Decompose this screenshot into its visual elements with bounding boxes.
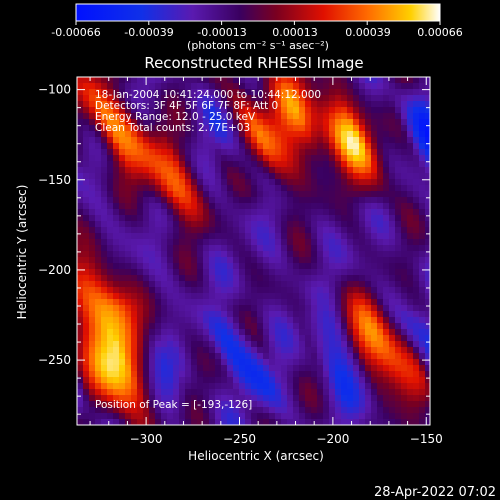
x-axis-label: Heliocentric X (arcsec): [188, 449, 324, 463]
y-tick-label: −150: [38, 173, 71, 187]
peak-position-label: Position of Peak = [-193,-126]: [95, 399, 252, 411]
colorbar-tick-label: 0.00013: [272, 26, 318, 39]
colorbar-ticks: [75, 21, 441, 25]
x-tick-label: −300: [130, 432, 163, 446]
colorbar: [75, 3, 441, 22]
chart-title: Reconstructed RHESSI Image: [144, 54, 363, 72]
heatmap-image: [77, 77, 430, 425]
x-tick-label: −150: [410, 432, 443, 446]
y-tick-label: −200: [38, 263, 71, 277]
annotation-energy-range: Energy Range: 12.0 - 25.0 keV: [95, 111, 256, 123]
colorbar-tick-label: -0.00039: [124, 26, 173, 39]
plot-frame: [76, 76, 431, 426]
annotation-clean-counts: Clean Total counts: 2.77E+03: [95, 122, 250, 134]
y-tick-label: −250: [38, 353, 71, 367]
timestamp: 28-Apr-2022 07:02: [374, 485, 496, 500]
colorbar-tick-label: 0.00039: [345, 26, 391, 39]
x-tick-label: −200: [316, 432, 349, 446]
colorbar-tick-label: -0.00066: [51, 26, 100, 39]
annotation-detectors: Detectors: 3F 4F 5F 6F 7F 8F; Att 0: [95, 100, 278, 112]
axis-ticks: [77, 77, 430, 425]
colorbar-tick-label: -0.00013: [197, 26, 246, 39]
colorbar-unit-label: (photons cm⁻² s⁻¹ asec⁻²): [187, 39, 329, 52]
y-tick-label: −100: [38, 83, 71, 97]
y-axis-label: Heliocentric Y (arcsec): [15, 185, 29, 320]
annotation-time-range: 18-Jan-2004 10:41:24.000 to 10:44:12.000: [95, 89, 321, 101]
x-tick-label: −250: [223, 432, 256, 446]
colorbar-tick-label: 0.00066: [417, 26, 463, 39]
